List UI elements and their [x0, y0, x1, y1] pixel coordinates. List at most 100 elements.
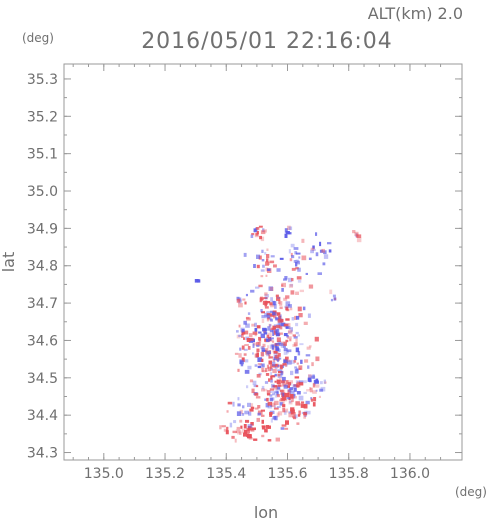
- reflectivity-cell: [312, 383, 316, 388]
- reflectivity-cell: [269, 324, 272, 327]
- reflectivity-cell: [323, 254, 329, 259]
- reflectivity-cell: [315, 389, 318, 392]
- reflectivity-cell: [287, 388, 292, 392]
- reflectivity-cell: [284, 228, 288, 233]
- reflectivity-cell: [288, 284, 293, 288]
- x-tick-label: 135.8: [329, 466, 369, 482]
- reflectivity-cell: [266, 318, 270, 322]
- x-axis-title: lon: [254, 503, 278, 521]
- reflectivity-cell: [277, 359, 279, 363]
- reflectivity-cell: [267, 326, 271, 331]
- reflectivity-cell: [270, 318, 273, 322]
- reflectivity-cell: [296, 422, 300, 425]
- reflectivity-cell: [276, 268, 281, 272]
- reflectivity-cell: [288, 249, 291, 254]
- reflectivity-cell: [296, 276, 302, 280]
- reflectivity-cell: [356, 234, 362, 238]
- reflectivity-cell: [247, 346, 251, 350]
- reflectivity-cell: [270, 390, 274, 393]
- reflectivity-cell: [276, 328, 280, 333]
- reflectivity-cell: [244, 301, 247, 305]
- reflectivity-cell: [270, 364, 273, 369]
- reflectivity-cell: [223, 428, 227, 432]
- reflectivity-cell: [293, 247, 299, 250]
- reflectivity-cell: [239, 359, 242, 364]
- reflectivity-cell: [232, 430, 237, 434]
- reflectivity-cell: [255, 385, 259, 388]
- reflectivity-cell: [243, 320, 247, 325]
- reflectivity-cell: [292, 334, 296, 337]
- reflectivity-cell: [264, 292, 268, 296]
- reflectivity-cell: [295, 322, 299, 327]
- reflectivity-cell: [267, 345, 270, 349]
- reflectivity-cell: [283, 323, 289, 327]
- reflectivity-cell: [276, 337, 281, 342]
- reflectivity-cell: [258, 331, 262, 334]
- reflectivity-cell: [238, 302, 243, 308]
- reflectivity-cell: [266, 314, 271, 319]
- reflectivity-cell: [260, 409, 265, 412]
- reflectivity-cell: [252, 331, 258, 335]
- reflectivity-cell: [277, 406, 281, 408]
- reflectivity-cell: [236, 426, 241, 430]
- y-tick-label: 34.6: [27, 333, 58, 349]
- reflectivity-cell: [277, 296, 281, 299]
- reflectivity-cell: [265, 403, 270, 408]
- reflectivity-cell: [237, 429, 242, 435]
- reflectivity-cell: [259, 337, 262, 343]
- y-tick-label: 35.1: [27, 147, 58, 163]
- reflectivity-cell: [221, 425, 226, 428]
- reflectivity-cell: [264, 367, 268, 372]
- reflectivity-cell: [261, 367, 264, 372]
- reflectivity-cell: [256, 264, 260, 269]
- reflectivity-cell: [268, 425, 271, 429]
- reflectivity-cell: [234, 352, 239, 355]
- reflectivity-cell: [288, 226, 293, 231]
- reflectivity-cell: [298, 410, 301, 415]
- reflectivity-layer: [194, 225, 362, 443]
- reflectivity-cell: [285, 231, 290, 235]
- reflectivity-cell: [268, 286, 273, 291]
- reflectivity-cell: [317, 272, 322, 275]
- reflectivity-cell: [287, 336, 292, 340]
- reflectivity-cell: [269, 405, 273, 408]
- reflectivity-cell: [270, 297, 273, 302]
- reflectivity-cell: [238, 299, 242, 303]
- reflectivity-cell: [255, 396, 261, 399]
- reflectivity-cell: [271, 383, 275, 388]
- reflectivity-cell: [296, 391, 301, 395]
- reflectivity-cell: [282, 401, 285, 405]
- reflectivity-cell: [291, 397, 294, 403]
- reflectivity-cell: [257, 363, 262, 366]
- x-axis-unit: (deg): [455, 485, 487, 499]
- reflectivity-cell: [243, 348, 248, 351]
- reflectivity-cell: [298, 256, 301, 259]
- reflectivity-cell: [247, 434, 252, 439]
- reflectivity-cell: [275, 294, 279, 297]
- reflectivity-cell: [255, 233, 259, 236]
- reflectivity-cell: [241, 345, 245, 350]
- reflectivity-cell: [238, 353, 242, 358]
- y-axis-unit: (deg): [22, 31, 54, 45]
- reflectivity-cell: [279, 257, 284, 260]
- reflectivity-cell: [294, 369, 299, 374]
- reflectivity-cell: [258, 284, 263, 288]
- reflectivity-cell: [290, 410, 294, 415]
- x-tick-label: 135.0: [84, 466, 124, 482]
- y-axis-title: lat: [0, 252, 18, 273]
- reflectivity-cell: [236, 411, 242, 416]
- reflectivity-cell: [303, 415, 306, 419]
- reflectivity-cell: [299, 289, 304, 293]
- reflectivity-cell: [246, 428, 250, 431]
- reflectivity-cell: [219, 425, 222, 430]
- y-tick-label: 34.8: [27, 259, 58, 275]
- reflectivity-cell: [315, 378, 319, 383]
- reflectivity-cell: [236, 330, 239, 333]
- reflectivity-cell: [274, 373, 277, 377]
- reflectivity-cell: [249, 337, 254, 341]
- reflectivity-cell: [289, 394, 294, 399]
- reflectivity-cell: [307, 313, 311, 318]
- reflectivity-cell: [276, 312, 281, 316]
- reflectivity-cell: [293, 416, 297, 420]
- reflectivity-cell: [252, 343, 255, 348]
